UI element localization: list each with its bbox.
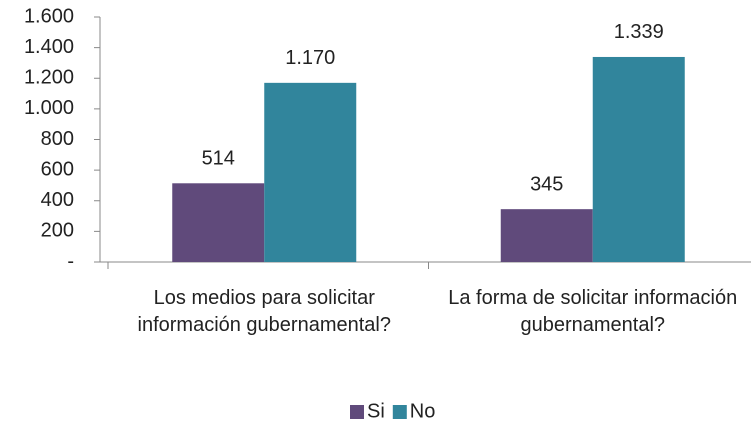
legend-swatch [392,405,407,419]
data-label: 514 [202,148,235,170]
bar [500,209,593,262]
data-label: 1.339 [614,21,664,43]
y-tick-label: 400 [41,189,74,211]
legend-label: Si [367,400,385,422]
legend-swatch [350,405,364,419]
x-tick-label: Los medios para solicitar información gu… [137,287,392,336]
y-tick-label: 1.400 [24,36,74,58]
legend-label: No [410,400,436,422]
data-label: 1.170 [285,47,335,69]
y-tick-label: 1.600 [24,5,74,27]
y-tick-label: 200 [41,220,74,242]
bar [172,183,265,262]
y-tick-label: 1.000 [24,97,74,119]
y-tick-label: 800 [41,128,74,150]
bar [592,56,685,263]
bar [264,82,357,262]
data-label: 345 [530,173,563,195]
y-tick-label: - [67,250,74,272]
y-tick-label: 600 [41,158,74,180]
x-tick-label: La forma de solicitar información gubern… [448,287,738,336]
y-tick-label: 1.200 [24,67,74,89]
